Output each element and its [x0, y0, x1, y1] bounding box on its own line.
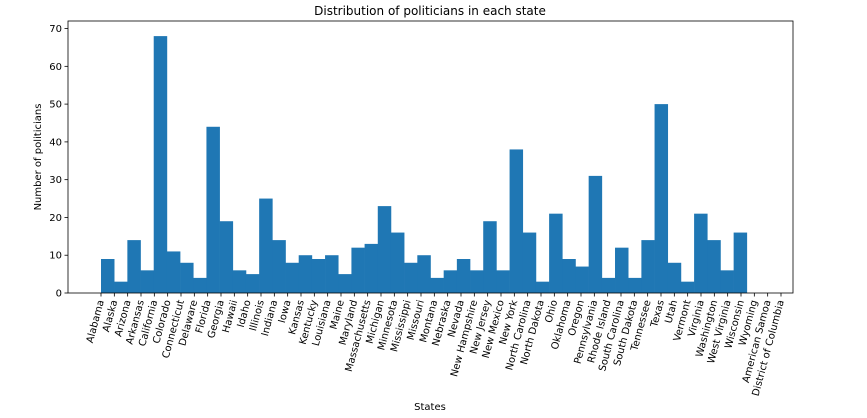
bar-nevada	[456, 259, 471, 293]
bar-new-york	[509, 149, 524, 293]
x-axis: AlabamaAlaskaArizonaArkansasCaliforniaCo…	[85, 293, 787, 398]
y-axis-label: Number of politicians	[33, 104, 44, 211]
bar-new-jersey	[483, 221, 497, 293]
bar-ohio	[549, 213, 563, 293]
y-tick-label: 40	[49, 137, 62, 148]
bar-idaho	[245, 274, 260, 293]
bar-georgia	[219, 221, 234, 293]
y-tick-label: 10	[49, 251, 62, 262]
bar-oregon	[575, 266, 589, 293]
bar-west-virginia	[720, 270, 734, 293]
bar-california	[153, 36, 168, 294]
y-tick-label: 70	[49, 24, 62, 35]
chart-title: Distribution of politicians in each stat…	[314, 4, 546, 18]
y-tick-label: 30	[49, 175, 62, 186]
bar-south-carolina	[615, 247, 629, 293]
bar-maine	[338, 274, 352, 293]
bar-missouri	[417, 255, 431, 293]
bar-colorado	[166, 251, 181, 293]
bar-new-hampshire	[470, 270, 484, 293]
bar-vermont	[680, 281, 695, 293]
bar-connecticut	[180, 262, 194, 293]
bar-kansas	[298, 255, 313, 293]
y-axis: 0 10 20 30 40 50 60 70	[49, 24, 68, 300]
bars	[101, 36, 748, 294]
bar-washington	[707, 240, 721, 293]
bar-south-dakota	[628, 277, 642, 293]
bar-texas	[654, 104, 669, 293]
bar-nebraska	[443, 270, 458, 293]
bar-montana	[430, 277, 444, 293]
bar-pennsylvania	[588, 175, 603, 293]
bar-louisiana	[325, 255, 339, 293]
bar-north-carolina	[522, 232, 537, 293]
bar-virginia	[694, 213, 708, 293]
x-axis-label: States	[414, 402, 446, 413]
bar-alaska	[114, 281, 128, 293]
bar-michigan	[377, 206, 392, 293]
bar-hawaii	[232, 270, 247, 293]
y-tick-label: 50	[49, 100, 62, 111]
bar-rhode-island	[601, 277, 616, 293]
bar-new-mexico	[496, 270, 510, 293]
bar-arkansas	[140, 270, 155, 293]
bar-florida	[206, 126, 220, 293]
bar-utah	[667, 262, 682, 293]
bar-arizona	[127, 240, 141, 293]
plot-frame	[67, 20, 794, 294]
bar-iowa	[285, 262, 299, 293]
y-tick-label: 0	[56, 289, 62, 300]
bar-tennessee	[641, 240, 655, 293]
y-tick-label: 20	[49, 213, 62, 224]
y-tick-label: 60	[49, 62, 62, 73]
bar-minnesota	[390, 232, 405, 293]
bar-mississippi	[404, 262, 418, 293]
bar-massachusetts	[364, 243, 379, 293]
bar-maryland	[351, 247, 365, 293]
bar-kentucky	[311, 259, 326, 293]
bar-oklahoma	[562, 259, 576, 293]
bar-wisconsin	[733, 232, 748, 293]
bar-delaware	[193, 277, 207, 293]
bar-north-dakota	[535, 281, 550, 293]
bar-alabama	[101, 259, 115, 293]
bar-indiana	[272, 240, 286, 293]
bar-illinois	[259, 198, 273, 293]
